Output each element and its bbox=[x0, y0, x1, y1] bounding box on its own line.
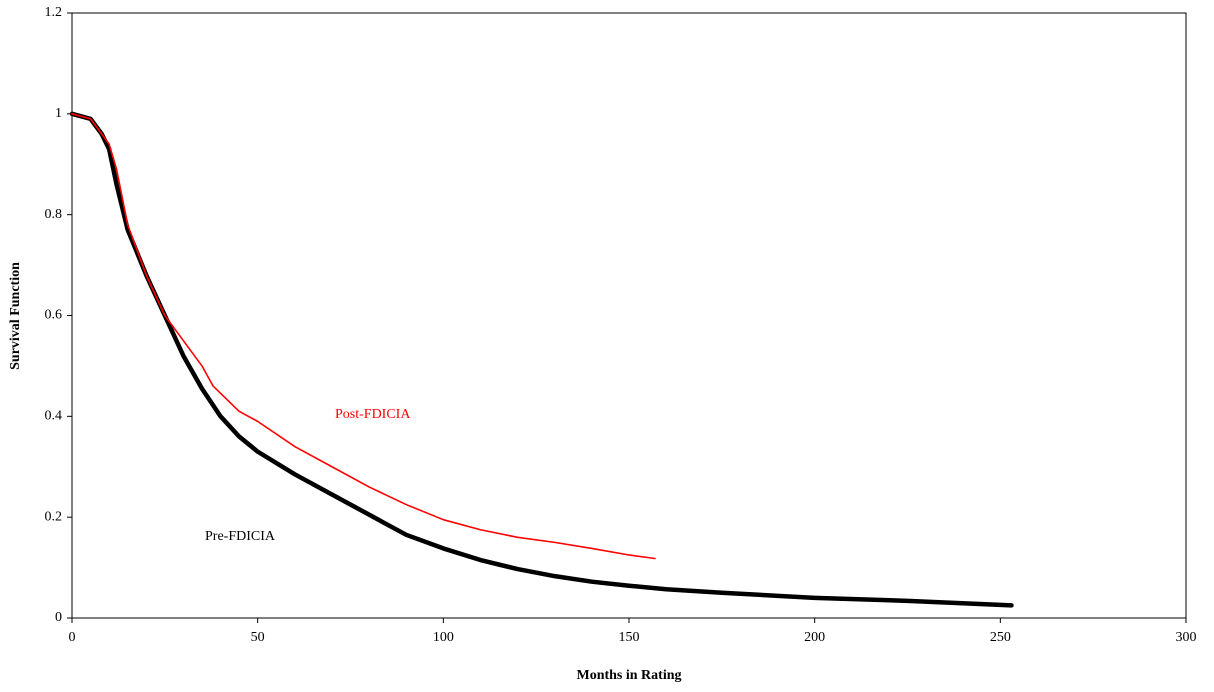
x-tick-label: 100 bbox=[433, 630, 454, 645]
series-label: Pre-FDICIA bbox=[205, 529, 276, 544]
y-tick-label: 0.8 bbox=[45, 207, 63, 222]
y-tick-label: 0.6 bbox=[45, 308, 63, 323]
plot-frame bbox=[71, 12, 1187, 619]
series-label: Post-FDICIA bbox=[335, 407, 411, 422]
x-tick-label: 200 bbox=[804, 630, 825, 645]
x-tick-label: 150 bbox=[619, 630, 640, 645]
y-tick-label: 0.2 bbox=[45, 509, 63, 524]
x-tick-label: 50 bbox=[251, 630, 265, 645]
x-tick-label: 0 bbox=[69, 630, 76, 645]
y-tick-label: 1.2 bbox=[45, 5, 63, 20]
x-tick-label: 300 bbox=[1176, 630, 1197, 645]
x-tick-label: 250 bbox=[990, 630, 1011, 645]
series-line bbox=[71, 113, 656, 560]
y-tick-label: 1 bbox=[55, 106, 62, 121]
series-line bbox=[69, 111, 1014, 608]
x-axis-title: Months in Rating bbox=[576, 668, 681, 683]
y-tick-label: 0.4 bbox=[45, 409, 63, 424]
y-axis-title: Survival Function bbox=[8, 262, 23, 370]
y-tick-label: 0 bbox=[55, 610, 62, 625]
